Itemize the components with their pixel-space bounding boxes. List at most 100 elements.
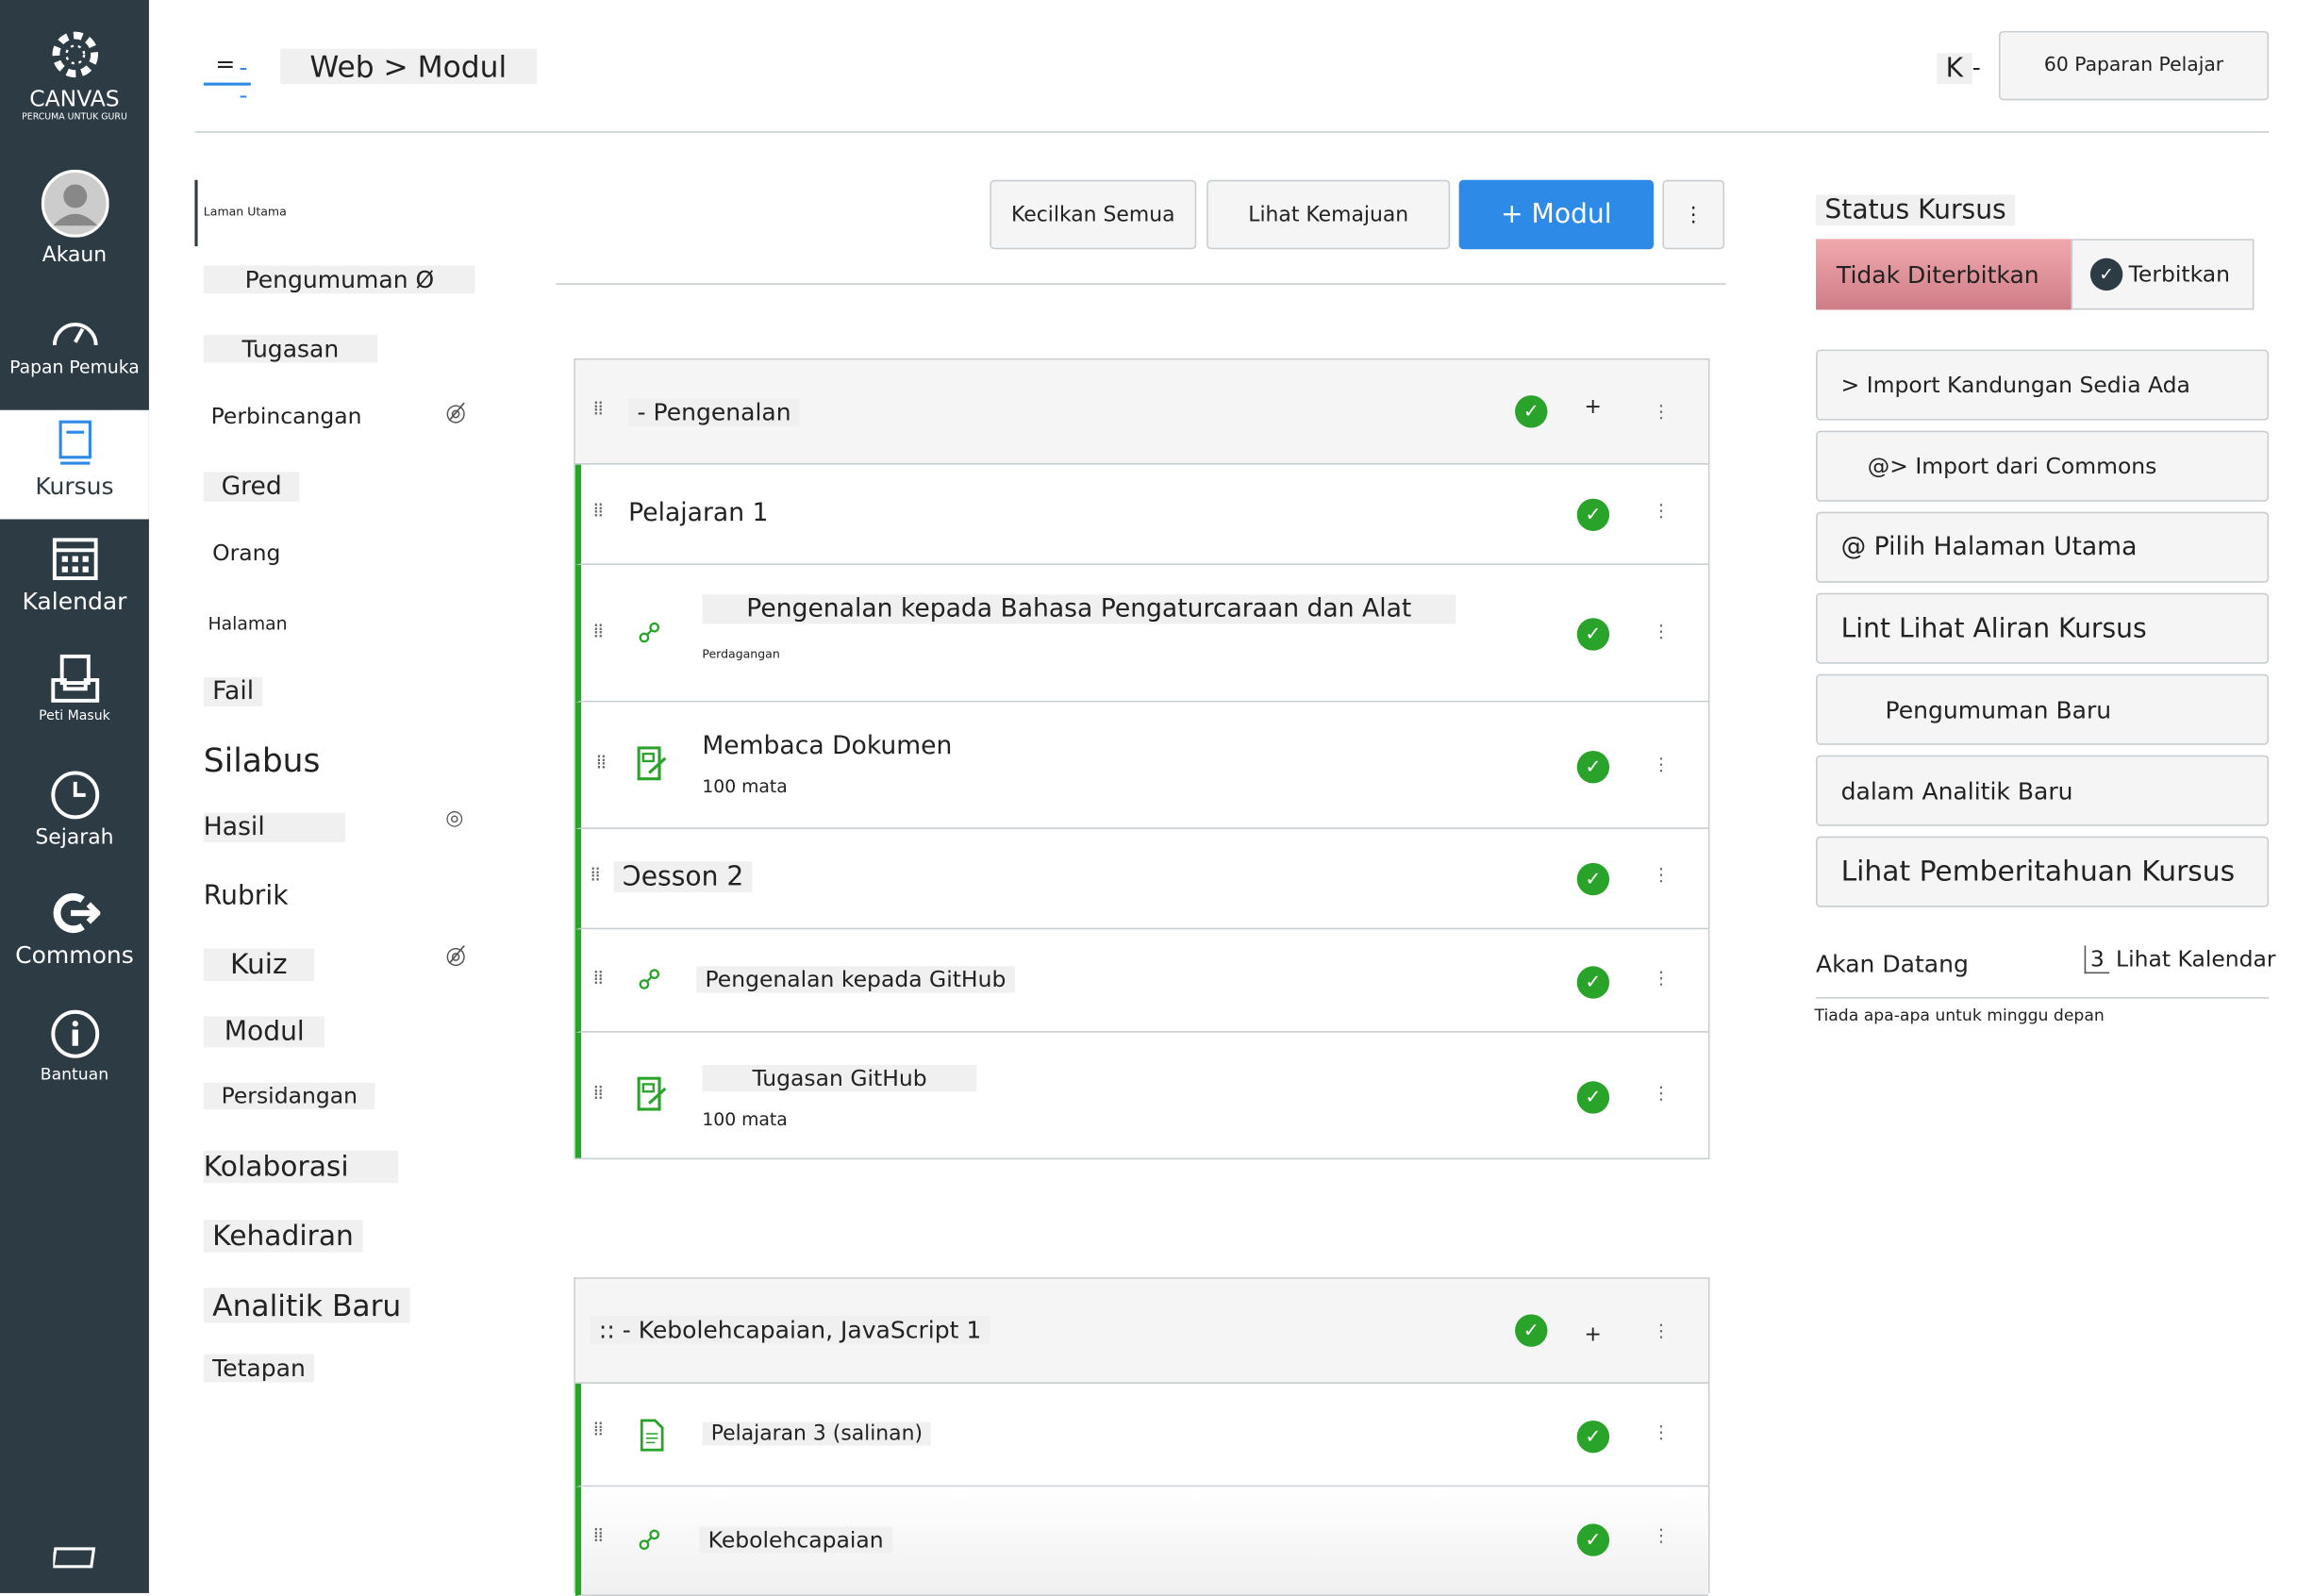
drag-handle-icon[interactable]: ⁞⁞	[592, 500, 604, 523]
view-calendar-link[interactable]: 3 Lihat Kalendar	[2084, 945, 2276, 974]
drag-handle-icon[interactable]: ⁞⁞	[592, 1524, 604, 1548]
kebab-icon[interactable]: ⋮	[1652, 864, 1671, 886]
import-commons-button[interactable]: @> Import dari Commons	[1816, 430, 2270, 502]
student-view-button[interactable]: 60 Paparan Pelajar	[1998, 30, 2270, 101]
canvas-logo[interactable]: CANVAS PERCUMA UNTUK GURU	[0, 29, 149, 123]
nav-history[interactable]: Sejarah	[0, 770, 149, 850]
kebab-icon[interactable]: ⋮	[1652, 1082, 1671, 1104]
course-nav-quizzes[interactable]: Kuiz	[203, 948, 314, 981]
item-title[interactable]: Pengenalan kepada GitHub	[696, 966, 1015, 993]
kebab-icon[interactable]: ⋮	[1652, 967, 1671, 989]
course-nav-new-analytics[interactable]: Analitik Baru	[203, 1288, 410, 1323]
kebab-icon[interactable]: ⋮	[1652, 1320, 1671, 1341]
course-nav-syllabus[interactable]: Silabus	[203, 743, 321, 781]
outcomes-icon: ◎	[445, 806, 464, 831]
drag-handle-icon[interactable]: ⁞⁞	[592, 1419, 604, 1441]
module-item[interactable]: ⁞⁞ ⚯ Pengenalan kepada Bahasa Pengaturca…	[574, 564, 1708, 703]
nav-courses[interactable]: Kursus	[0, 409, 149, 520]
hidden-eye-icon[interactable]: ◎̸	[445, 940, 467, 970]
course-nav-assignments[interactable]: Tugasan	[203, 334, 377, 363]
view-progress-button[interactable]: Lihat Kemajuan	[1206, 179, 1451, 250]
new-analytics-button[interactable]: dalam Analitik Baru	[1816, 755, 2270, 826]
item-title[interactable]: Kebolehcapaian	[699, 1526, 893, 1554]
drag-handle-icon[interactable]: ⁞⁞	[595, 752, 607, 774]
course-nav-settings[interactable]: Tetapan	[203, 1354, 315, 1383]
kebab-icon[interactable]: ⋮	[1652, 1524, 1671, 1546]
import-content-button[interactable]: > Import Kandungan Sedia Ada	[1816, 349, 2270, 421]
module-item[interactable]: ⁞⁞ Pelajaran 1 ✓ ⋮	[574, 464, 1708, 565]
course-nav-people[interactable]: Orang	[212, 540, 281, 567]
course-nav-conferences[interactable]: Persidangan	[203, 1082, 375, 1109]
no-upcoming-text: Tiada apa-apa untuk minggu depan	[1814, 1006, 2105, 1025]
nav-calendar[interactable]: Kalendar	[0, 534, 149, 615]
nav-commons[interactable]: Commons	[0, 891, 149, 969]
k-label: K	[1937, 53, 1972, 85]
published-check-icon[interactable]: ✓	[1576, 1523, 1610, 1556]
hamburger-button[interactable]: = - -	[203, 50, 251, 109]
drag-handle-icon[interactable]: ⁞⁞	[592, 398, 604, 421]
published-check-icon[interactable]: ✓	[1576, 498, 1610, 531]
published-check-icon[interactable]: ✓	[1576, 862, 1610, 896]
module-item[interactable]: ⁞⁞ Ͻesson 2 ✓ ⋮	[574, 828, 1708, 930]
drag-handle-icon[interactable]: ⁞⁞	[592, 967, 604, 990]
hidden-eye-icon[interactable]: ◎̸	[445, 398, 467, 426]
course-status-title: Status Kursus	[1816, 194, 2016, 226]
course-nav-discussions[interactable]: Perbincangan	[210, 402, 362, 430]
add-module-button[interactable]: + Modul	[1458, 179, 1655, 250]
kebab-icon[interactable]: ⋮	[1652, 754, 1671, 774]
published-check-icon[interactable]: ✓	[1515, 395, 1548, 428]
course-nav-rubrics[interactable]: Rubrik	[203, 880, 289, 912]
add-item-icon[interactable]: +	[1584, 395, 1602, 420]
collapse-nav-icon[interactable]	[53, 1544, 97, 1571]
module-item[interactable]: ⁞⁞ Membaca Dokumen 100 mata ✓ ⋮	[574, 702, 1708, 829]
breadcrumb[interactable]: Web > Modul	[280, 48, 537, 85]
calendar-icon: 3	[2084, 945, 2109, 974]
published-check-icon[interactable]: ✓	[1576, 1081, 1610, 1114]
module-item[interactable]: ⁞⁞ Tugasan GitHub 100 mata ✓ ⋮	[574, 1032, 1708, 1158]
course-nav-outcomes[interactable]: Hasil	[203, 812, 345, 842]
published-check-icon[interactable]: ✓	[1515, 1314, 1548, 1347]
module-header[interactable]: :: - Kebolehcapaian, JavaScript 1 ✓ + ⋮	[574, 1278, 1708, 1384]
course-notifications-button[interactable]: Lihat Pemberitahuan Kursus	[1816, 836, 2270, 907]
course-nav-grades[interactable]: Gred	[203, 472, 300, 502]
module-item[interactable]: ⁞⁞ ⚯ Pengenalan kepada GitHub ✓ ⋮	[574, 929, 1708, 1033]
item-title[interactable]: Membaca Dokumen	[702, 731, 953, 761]
nav-dashboard[interactable]: Papan Pemuka	[0, 313, 149, 377]
kebab-icon[interactable]: ⋮	[1652, 621, 1671, 642]
module-header[interactable]: ⁞⁞ - Pengenalan ✓ + ⋮	[574, 359, 1708, 465]
item-title[interactable]: Tugasan GitHub	[702, 1065, 977, 1092]
course-nav-attendance[interactable]: Kehadiran	[203, 1220, 363, 1253]
more-options-button[interactable]: ⋮	[1662, 179, 1725, 250]
choose-home-page-button[interactable]: @ Pilih Halaman Utama	[1816, 511, 2270, 583]
unpublish-button[interactable]: Tidak Diterbitkan	[1816, 239, 2072, 310]
drag-handle-icon[interactable]: ⁞⁞	[592, 621, 604, 643]
nav-inbox[interactable]: Peti Masuk	[0, 654, 149, 724]
nav-account[interactable]: Akaun	[0, 169, 149, 267]
course-nav-modules[interactable]: Modul	[203, 1016, 325, 1048]
drag-handle-icon[interactable]: ⁞⁞	[590, 864, 601, 887]
item-title[interactable]: Pengenalan kepada Bahasa Pengaturcaraan …	[702, 594, 1456, 624]
module-item[interactable]: ⁞⁞ Pelajaran 3 (salinan) ✓ ⋮	[574, 1383, 1708, 1488]
kebab-icon[interactable]: ⋮	[1652, 1421, 1671, 1443]
published-check-icon[interactable]: ✓	[1576, 1420, 1610, 1454]
module-item[interactable]: ⁞⁞ ⚯ Kebolehcapaian ✓ ⋮	[574, 1487, 1708, 1596]
item-title[interactable]: Pelajaran 3 (salinan)	[702, 1421, 932, 1446]
course-nav-home[interactable]: Laman Utama	[203, 205, 287, 219]
kebab-icon[interactable]: ⋮	[1652, 401, 1671, 423]
publish-button[interactable]: ✓ Terbitkan	[2071, 239, 2255, 310]
collapse-all-button[interactable]: Kecilkan Semua	[990, 179, 1197, 250]
course-nav-files[interactable]: Fail	[203, 676, 263, 707]
course-nav-collaborations[interactable]: Kolaborasi	[203, 1150, 399, 1184]
drag-handle-icon[interactable]: ⁞⁞	[592, 1082, 604, 1106]
published-check-icon[interactable]: ✓	[1576, 750, 1610, 784]
published-check-icon[interactable]: ✓	[1576, 966, 1610, 999]
add-item-icon[interactable]: +	[1584, 1322, 1602, 1347]
course-stream-button[interactable]: Lint Lihat Aliran Kursus	[1816, 592, 2270, 664]
course-nav-pages[interactable]: Halaman	[208, 613, 288, 635]
nav-help[interactable]: Bantuan	[0, 1009, 149, 1084]
course-nav-announcements[interactable]: Pengumuman Ø	[203, 265, 476, 294]
nav-label: Kalendar	[22, 587, 127, 616]
kebab-icon[interactable]: ⋮	[1652, 500, 1671, 522]
published-check-icon[interactable]: ✓	[1576, 618, 1610, 651]
new-announcement-button[interactable]: Pengumuman Baru	[1816, 673, 2270, 745]
